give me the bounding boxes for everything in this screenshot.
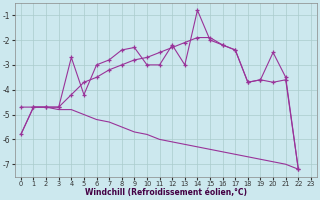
X-axis label: Windchill (Refroidissement éolien,°C): Windchill (Refroidissement éolien,°C) <box>85 188 247 197</box>
